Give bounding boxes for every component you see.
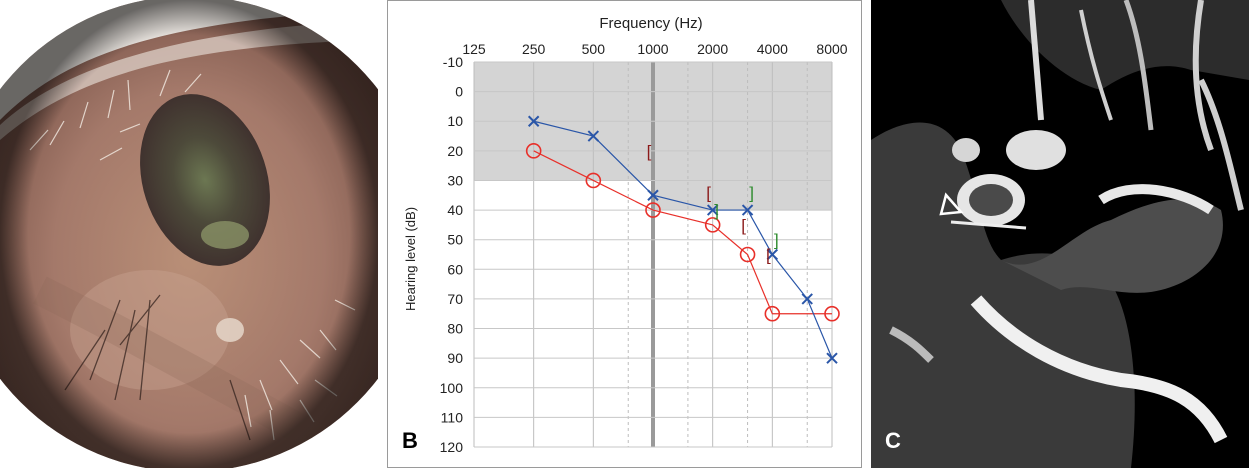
- audiogram-panel: Frequency (Hz) Hearing level (dB) 125 250…: [387, 0, 862, 468]
- x-stroke: [706, 204, 719, 216]
- y-tick-label: 10: [447, 113, 463, 129]
- series-point-x: [766, 248, 779, 261]
- x-stroke: [741, 204, 754, 216]
- x-tick-label: 8000: [816, 41, 847, 57]
- panel-label-a: A: [14, 428, 30, 453]
- series-line-0: [533, 150, 832, 315]
- x-tick-label: 4000: [757, 41, 788, 57]
- series-point-circle: [525, 143, 542, 159]
- ct-scan-image: [871, 0, 1249, 468]
- x-stroke: [527, 115, 540, 127]
- x-tick-label: 1000: [637, 41, 668, 57]
- y-tick-label: 20: [447, 143, 463, 159]
- x-tick-label: 125: [462, 41, 486, 57]
- series-point-x: [741, 204, 754, 216]
- bone-conduction-marker: ]: [714, 201, 719, 220]
- series-line-1: [533, 120, 833, 359]
- bone-conduction-marker: [: [766, 246, 771, 265]
- panel-label-b: B: [402, 428, 418, 453]
- bone-conduction-marker: [: [706, 183, 711, 202]
- y-tick-label: 70: [447, 291, 463, 307]
- y-tick-label: 80: [447, 321, 463, 337]
- series-point-x: [706, 204, 719, 216]
- series-point-x: [647, 189, 659, 201]
- ct-scan-panel: [871, 0, 1249, 468]
- y-tick-label: 110: [441, 409, 464, 425]
- y-tick-label: 60: [447, 261, 463, 277]
- x-tick-label: 2000: [697, 41, 728, 57]
- audiogram-chart: Frequency (Hz) Hearing level (dB) 125 250…: [403, 15, 848, 455]
- series-point-x: [527, 115, 540, 127]
- series-point-circle: [739, 246, 756, 263]
- y-tick-label: -10: [443, 54, 463, 70]
- y-axis-label: Hearing level (dB): [403, 207, 418, 311]
- x-tick-label: 500: [582, 41, 606, 57]
- y-tick-label: 40: [447, 202, 463, 218]
- series-point-circle: [704, 217, 721, 233]
- otoscopy-photo: [0, 0, 378, 468]
- x-stroke: [801, 293, 813, 305]
- series-point-x: [587, 130, 600, 142]
- y-tick-label: 30: [447, 172, 463, 188]
- bone-conduction-marker: [: [741, 216, 746, 235]
- series-point-x: [826, 352, 838, 364]
- otoscopy-image-panel: [0, 0, 378, 468]
- y-tick-label: 120: [440, 439, 464, 455]
- series-point-circle: [645, 202, 661, 218]
- bone-conduction-markers: [[]][][: [647, 142, 779, 265]
- x-tick-label: 250: [522, 41, 546, 57]
- bone-conduction-marker: [: [647, 142, 652, 161]
- y-tick-label: 0: [455, 84, 463, 100]
- x-stroke: [826, 352, 838, 364]
- bone-conduction-marker: ]: [774, 231, 779, 250]
- x-stroke: [647, 189, 659, 201]
- series-point-circle: [764, 305, 781, 322]
- x-tick-labels: 125 250 500 1000 2000 4000 8000: [462, 41, 847, 57]
- y-tick-label: 90: [447, 350, 463, 366]
- chart-title: Frequency (Hz): [599, 15, 702, 32]
- panel-label-c: C: [885, 428, 901, 453]
- series-point-x: [801, 293, 813, 305]
- y-tick-labels: -10 0 10 20 30 40 50 60 70 80 90 100 110 120: [440, 54, 464, 455]
- shaded-region-1: [653, 62, 832, 211]
- series-point-circle: [824, 305, 840, 322]
- x-stroke: [587, 130, 600, 142]
- data-series: [525, 115, 840, 364]
- bone-conduction-marker: ]: [749, 183, 754, 202]
- y-tick-label: 100: [440, 380, 464, 396]
- y-tick-label: 50: [447, 232, 463, 248]
- x-stroke: [766, 248, 779, 261]
- series-point-circle: [585, 172, 602, 189]
